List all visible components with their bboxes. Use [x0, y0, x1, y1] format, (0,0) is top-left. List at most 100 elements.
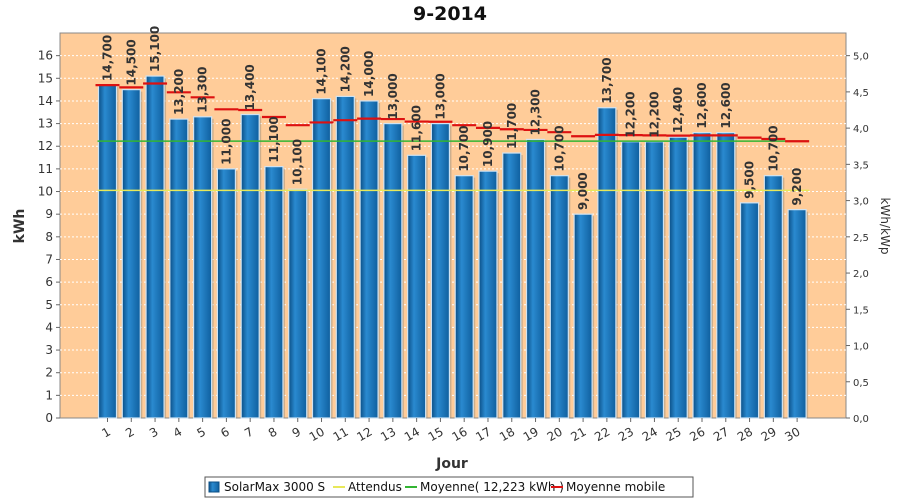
bar-value-label: 13,200	[172, 69, 186, 115]
x-tick-label: 3	[147, 424, 161, 440]
y2-axis-title: kWh/kWp	[878, 198, 892, 255]
x-tick-label: 2	[123, 424, 137, 440]
bar-value-label: 12,600	[695, 82, 709, 128]
x-tick-label: 5	[195, 424, 209, 440]
legend-label: Moyenne( 12,223 kWh )	[420, 480, 564, 494]
x-axis-title: Jour	[435, 456, 468, 472]
x-tick-label: 14	[402, 424, 422, 444]
bar-value-label: 14,500	[124, 39, 138, 85]
bar	[739, 202, 760, 419]
bar	[121, 89, 141, 419]
y-tick-label: 11	[38, 162, 53, 176]
bar	[763, 175, 783, 419]
y-tick-label: 4	[45, 320, 53, 334]
bar-value-label: 11,600	[410, 105, 424, 151]
legend-label: SolarMax 3000 S	[224, 480, 325, 494]
bar-series	[97, 75, 809, 419]
x-tick-label: 28	[735, 424, 755, 444]
bar	[193, 116, 213, 419]
x-tick-label: 15	[426, 424, 446, 444]
y2-tick-label: 1,5	[853, 305, 869, 316]
y2-axis: 0,0 0,5 1,0 1,5 2,0 2,5 3,0 3,5 4,0 4,5 5,0	[846, 52, 869, 425]
bar-value-label: 9,500	[743, 161, 757, 199]
y2-tick-label: 2,5	[853, 233, 869, 244]
bar-value-label: 15,100	[148, 26, 162, 72]
bar	[716, 132, 736, 419]
x-tick-label: 16	[449, 424, 469, 444]
bar	[407, 154, 427, 419]
bar	[97, 84, 118, 419]
x-tick-label: 22	[592, 424, 612, 444]
x-tick-label: 4	[171, 424, 185, 440]
y2-tick-label: 3,5	[853, 160, 869, 171]
bar	[240, 113, 260, 419]
x-tick-label: 27	[711, 424, 731, 444]
y-tick-label: 9	[45, 207, 53, 221]
bar	[644, 141, 665, 419]
bar	[549, 175, 569, 419]
line-series	[95, 82, 810, 192]
y-tick-label: 13	[38, 117, 53, 131]
x-tick-label: 18	[497, 424, 517, 444]
y-tick-label: 8	[45, 230, 53, 244]
x-tick-label: 1	[99, 424, 113, 440]
bar-value-label: 10,700	[457, 125, 471, 171]
y2-tick-label: 1,0	[853, 342, 869, 353]
legend: SolarMax 3000 S Attendus Moyenne( 12,223 k…	[204, 476, 694, 498]
bar-value-label: 10,700	[552, 125, 566, 171]
bar-value-label: 12,600	[719, 82, 733, 128]
y-axis-title: kWh	[12, 209, 28, 244]
bar-value-label: 14,700	[101, 35, 115, 81]
bar	[216, 168, 236, 419]
x-tick-label: 26	[687, 424, 707, 444]
y2-tick-label: 3,0	[853, 197, 869, 208]
bar	[383, 122, 403, 419]
x-tick-label: 7	[242, 424, 256, 440]
bar	[502, 152, 522, 419]
bar-value-label: 10,100	[291, 139, 305, 185]
bar	[264, 166, 284, 419]
bar	[335, 95, 355, 419]
x-tick-label: 20	[545, 424, 565, 444]
x-tick-label: 17	[473, 424, 493, 444]
y-tick-label: 0	[45, 411, 53, 425]
bar	[573, 213, 593, 419]
legend-swatch	[208, 481, 220, 493]
bar-value-label: 12,300	[529, 89, 543, 135]
x-tick-label: 23	[616, 424, 636, 444]
bar-value-label: 12,200	[624, 91, 638, 137]
y2-tick-label: 4,0	[853, 124, 869, 135]
bar-value-label: 9,200	[790, 168, 804, 206]
bar	[692, 132, 712, 419]
legend-label: Attendus	[348, 480, 402, 494]
y2-tick-label: 0,5	[853, 378, 869, 389]
y2-tick-label: 2,0	[853, 269, 869, 280]
bar-value-label: 10,700	[766, 125, 780, 171]
bar-value-label: 13,700	[600, 57, 614, 103]
y-tick-label: 3	[45, 343, 53, 357]
x-tick-label: 29	[759, 424, 779, 444]
x-axis: 1 2 3 4 5 6 7 8 9 10 11 12 13 14 15 16 17 18 19 20 21 22 23 24 2…	[99, 418, 803, 444]
bar-value-label: 14,000	[362, 51, 376, 97]
x-tick-label: 8	[266, 424, 280, 440]
chart-title: 9-2014	[413, 3, 487, 25]
bar-value-label: 11,100	[267, 116, 281, 162]
bar	[787, 209, 807, 419]
bar	[359, 100, 379, 419]
x-tick-label: 10	[307, 424, 327, 444]
bar-value-label: 14,200	[338, 46, 352, 92]
legend-box	[204, 476, 694, 498]
bar	[454, 175, 474, 419]
bar-value-label: 10,900	[481, 121, 495, 167]
data-labels: 14,700 14,500 15,100 13,200 13,300 11,000 13,4…	[101, 26, 805, 210]
bar	[478, 170, 498, 419]
y2-tick-label: 4,5	[853, 88, 869, 99]
bar	[145, 75, 165, 419]
bar-value-label: 11,700	[505, 103, 519, 149]
legend-label: Moyenne mobile	[566, 480, 665, 494]
x-tick-label: 21	[568, 424, 588, 444]
x-tick-label: 30	[782, 424, 802, 444]
bar-value-label: 13,300	[196, 66, 210, 112]
